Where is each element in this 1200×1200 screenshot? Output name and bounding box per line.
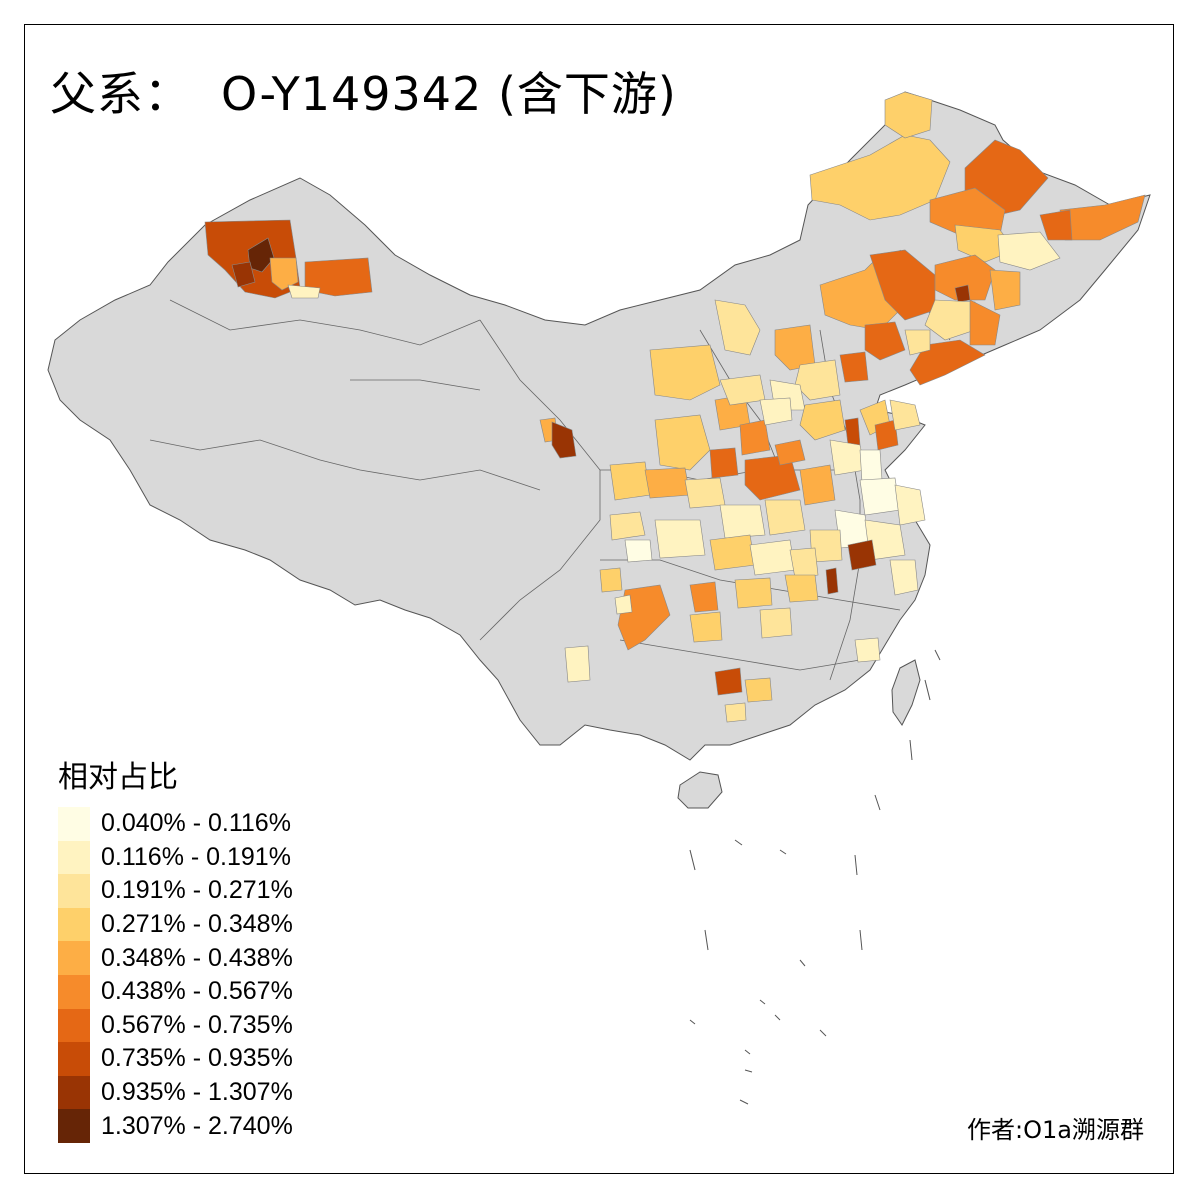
legend-swatch (58, 874, 90, 908)
legend-swatch (58, 1109, 90, 1143)
legend-row: 0.040% - 0.116% (58, 807, 293, 841)
legend-label: 1.307% - 2.740% (101, 1111, 293, 1140)
author-credit: 作者:O1a溯源群 (967, 1116, 1144, 1144)
title-prefix: 父系： (50, 67, 191, 121)
legend-label: 0.348% - 0.438% (101, 943, 293, 972)
legend-swatch (58, 807, 90, 841)
legend-row: 0.191% - 0.271% (58, 874, 293, 908)
hainan-island (677, 771, 723, 809)
legend-swatch (58, 1075, 90, 1110)
legend-title: 相对占比 (58, 760, 178, 795)
legend-row: 0.567% - 0.735% (58, 1008, 293, 1043)
legend-label: 0.116% - 0.191% (101, 842, 291, 871)
legend-swatch (58, 840, 90, 875)
legend-label: 0.935% - 1.307% (101, 1078, 293, 1107)
map-title: 父系： O-Y149342 (含下游) (50, 58, 677, 124)
legend-row: 0.735% - 0.935% (58, 1042, 293, 1076)
legend-swatch (58, 974, 90, 1009)
south-china-sea-islands (689, 649, 941, 1105)
legend-label: 0.567% - 0.735% (101, 1010, 293, 1039)
legend-row: 1.307% - 2.740% (58, 1109, 293, 1143)
legend-row: 0.348% - 0.438% (58, 941, 293, 975)
legend-label: 0.735% - 0.935% (101, 1044, 293, 1073)
legend-swatch (58, 1008, 90, 1043)
legend-row: 0.116% - 0.191% (58, 840, 293, 875)
legend: 0.040% - 0.116% 0.116% - 0.191% 0.191% - 0… (58, 807, 293, 1143)
legend-row: 0.271% - 0.348% (58, 907, 293, 942)
legend-label: 0.271% - 0.348% (101, 910, 293, 939)
legend-row: 0.438% - 0.567% (58, 974, 293, 1009)
legend-swatch (58, 941, 90, 975)
legend-label: 0.438% - 0.567% (101, 977, 293, 1006)
legend-swatch (58, 1042, 90, 1076)
title-haplogroup: O-Y149342 (含下游) (221, 67, 677, 121)
data-regions (204, 91, 1146, 723)
legend-label: 0.040% - 0.116% (101, 809, 291, 838)
legend-row: 0.935% - 1.307% (58, 1075, 293, 1110)
legend-label: 0.191% - 0.271% (101, 876, 293, 905)
map-frame (24, 24, 1174, 1174)
legend-swatch (58, 907, 90, 942)
taiwan-island (891, 659, 921, 726)
